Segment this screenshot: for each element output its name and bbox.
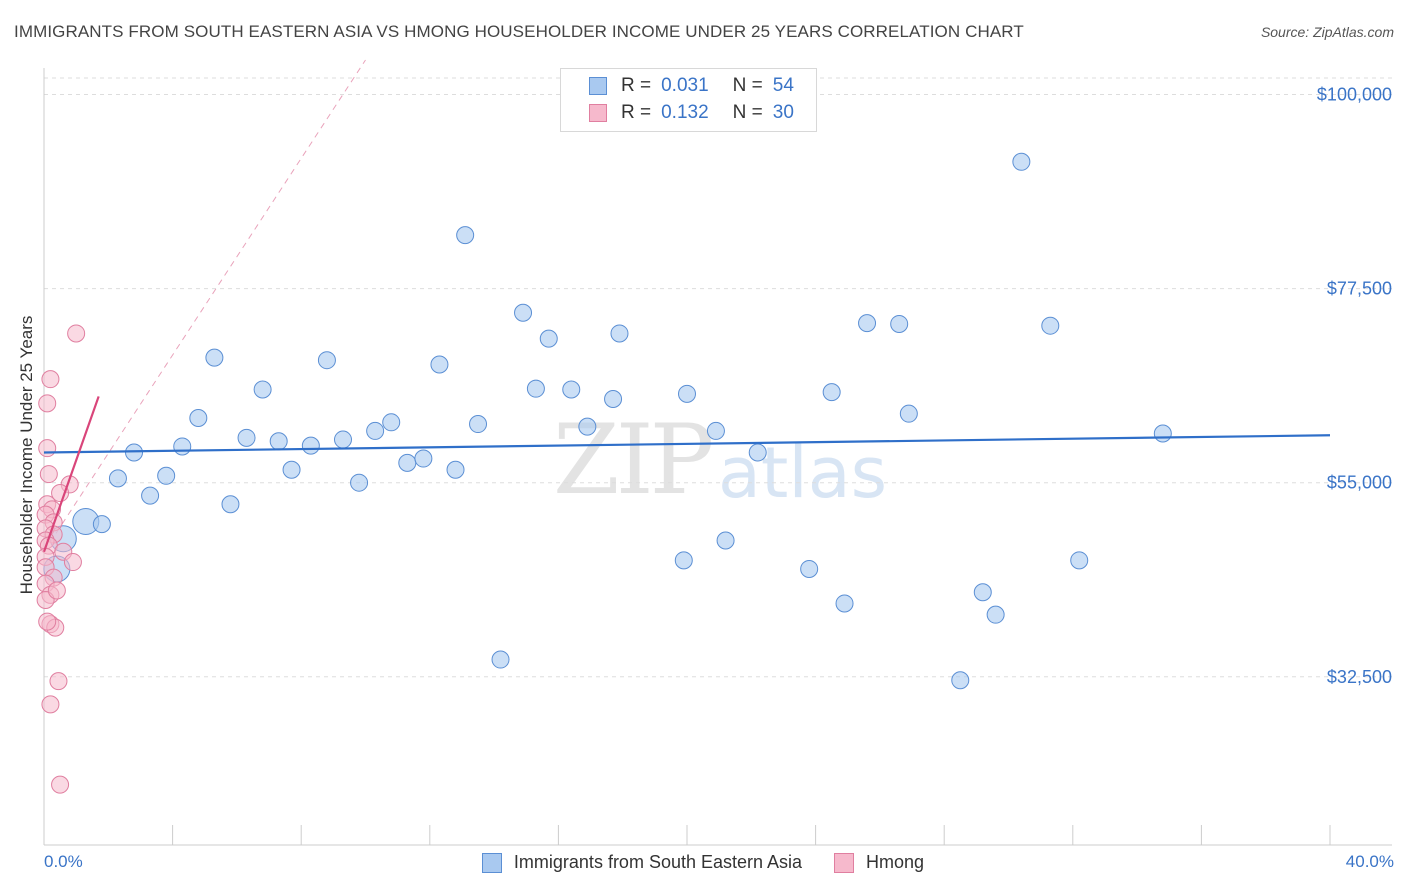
chart-title: IMMIGRANTS FROM SOUTH EASTERN ASIA VS HM… bbox=[14, 22, 1024, 41]
immigrants-point bbox=[317, 351, 336, 370]
legend-label-hmong: Hmong bbox=[866, 852, 925, 872]
legend-n-label: N = bbox=[732, 75, 763, 96]
hmong-point bbox=[38, 439, 57, 458]
y-tick-label: $100,000 bbox=[1317, 85, 1392, 105]
immigrants-point bbox=[414, 449, 433, 468]
legend-n-label: N = bbox=[732, 102, 763, 123]
immigrants-point bbox=[108, 469, 127, 488]
y-axis-label: Householder Income Under 25 Years bbox=[17, 315, 36, 595]
immigrants-point bbox=[890, 314, 909, 333]
immigrants-point bbox=[350, 473, 369, 492]
immigrants-point bbox=[716, 531, 735, 550]
legend-swatch-blue bbox=[481, 852, 502, 873]
immigrants-point bbox=[333, 430, 352, 449]
immigrants-point bbox=[1041, 316, 1060, 335]
legend-row-hmong: R = 0.132 N = 30 bbox=[589, 100, 794, 126]
hmong-point bbox=[51, 484, 70, 503]
hmong-point bbox=[41, 370, 60, 389]
immigrants-point bbox=[706, 421, 725, 440]
series-legend: Immigrants from South Eastern Asia Hmong bbox=[0, 852, 1406, 873]
immigrants-point bbox=[1070, 551, 1089, 570]
immigrants-point bbox=[269, 432, 288, 451]
immigrants-point bbox=[678, 384, 696, 403]
immigrants-point bbox=[221, 495, 240, 514]
legend-n-value: 30 bbox=[772, 102, 794, 123]
legend-label-immigrants: Immigrants from South Eastern Asia bbox=[513, 852, 803, 872]
hmong-point bbox=[38, 612, 57, 631]
immigrants-point bbox=[382, 413, 401, 432]
immigrants-point bbox=[189, 408, 208, 427]
immigrants-point bbox=[430, 355, 449, 374]
legend-swatch-pink bbox=[834, 852, 855, 873]
immigrants-point bbox=[92, 515, 111, 534]
immigrants-point bbox=[282, 460, 301, 479]
x-tick-max: 40.0% bbox=[1345, 852, 1394, 871]
immigrants-point bbox=[491, 650, 510, 669]
hmong-point bbox=[63, 553, 82, 572]
legend-item-immigrants[interactable]: Immigrants from South Eastern Asia bbox=[481, 852, 803, 873]
immigrants-point bbox=[141, 486, 160, 505]
hmong-point bbox=[51, 775, 70, 794]
immigrants-point bbox=[674, 551, 693, 570]
correlation-legend: R = 0.031 N = 54 R = 0.132 N = 30 bbox=[560, 68, 817, 132]
legend-r-value: 0.132 bbox=[661, 102, 709, 123]
immigrants-point bbox=[253, 380, 272, 399]
immigrants-point bbox=[205, 348, 224, 367]
legend-r-value: 0.031 bbox=[661, 75, 709, 96]
legend-r-label: R = bbox=[621, 75, 652, 96]
legend-item-hmong[interactable]: Hmong bbox=[834, 852, 924, 873]
immigrants-point bbox=[562, 380, 581, 399]
immigrants-point bbox=[173, 437, 192, 456]
immigrants-point bbox=[301, 436, 320, 455]
immigrants-point bbox=[986, 605, 1005, 624]
legend-row-immigrants: R = 0.031 N = 54 bbox=[589, 73, 794, 99]
watermark-atlas: atlas bbox=[718, 432, 888, 514]
x-tick-min: 0.0% bbox=[44, 852, 83, 871]
hmong-trend-line bbox=[42, 396, 100, 553]
immigrants-point bbox=[526, 379, 545, 398]
immigrants-point bbox=[398, 453, 417, 472]
immigrants-point bbox=[951, 671, 970, 690]
immigrants-point bbox=[456, 226, 475, 245]
immigrants-point bbox=[237, 428, 256, 447]
hmong-point bbox=[47, 581, 66, 600]
source-credit: Source: ZipAtlas.com bbox=[1260, 24, 1394, 40]
legend-swatch-blue bbox=[589, 77, 607, 95]
immigrants-point bbox=[604, 390, 623, 409]
immigrants-point bbox=[835, 594, 854, 613]
legend-r-label: R = bbox=[621, 102, 652, 123]
immigrants-point bbox=[973, 583, 992, 602]
immigrants-point bbox=[514, 303, 533, 322]
y-tick-label: $32,500 bbox=[1327, 667, 1392, 687]
immigrants-point bbox=[899, 404, 918, 423]
hmong-point bbox=[38, 394, 57, 413]
immigrants-trend-line bbox=[43, 434, 1331, 454]
immigrants-point bbox=[125, 443, 144, 462]
y-tick-label: $77,500 bbox=[1327, 279, 1392, 299]
immigrants-point bbox=[1012, 152, 1031, 171]
immigrants-point bbox=[366, 421, 385, 440]
legend-swatch-pink bbox=[589, 104, 607, 122]
immigrants-point bbox=[578, 417, 597, 436]
immigrants-point bbox=[800, 559, 819, 578]
immigrants-point bbox=[157, 466, 176, 485]
hmong-point bbox=[39, 465, 58, 484]
immigrants-point bbox=[748, 443, 767, 462]
hmong-point bbox=[49, 672, 68, 691]
immigrants-point bbox=[446, 460, 465, 479]
immigrants-point bbox=[858, 314, 877, 333]
legend-n-value: 54 bbox=[772, 75, 794, 96]
immigrants-point bbox=[539, 329, 558, 348]
hmong-trend-extension bbox=[43, 59, 366, 552]
immigrants-point bbox=[822, 383, 841, 402]
hmong-point bbox=[67, 324, 86, 343]
immigrants-point bbox=[610, 324, 629, 343]
y-tick-label: $55,000 bbox=[1327, 473, 1392, 493]
immigrants-point bbox=[1153, 424, 1172, 443]
hmong-point bbox=[41, 695, 60, 714]
immigrants-point bbox=[469, 415, 488, 434]
